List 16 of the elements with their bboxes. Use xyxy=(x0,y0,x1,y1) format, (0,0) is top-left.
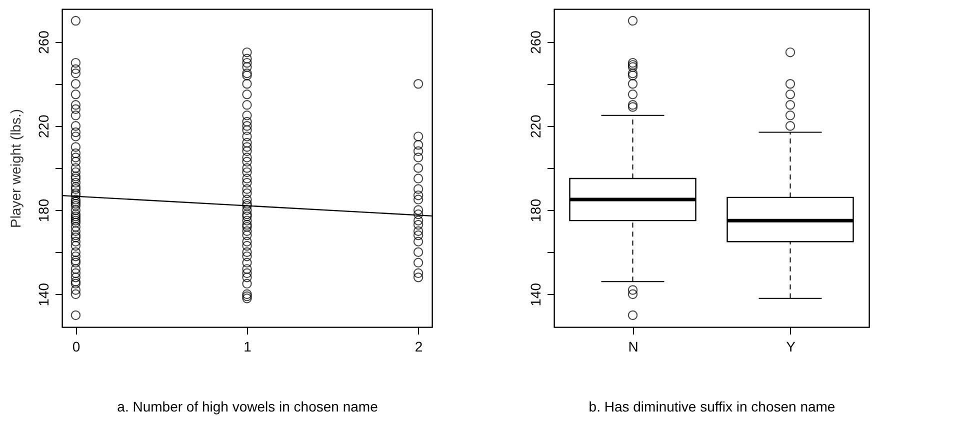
y-tick-label: 260 xyxy=(36,30,52,54)
y-tick-label: 140 xyxy=(528,282,544,306)
x-tick-label: Y xyxy=(786,338,796,354)
x-axis-title: a. Number of high vowels in chosen name xyxy=(117,398,378,414)
y-tick-label: 140 xyxy=(36,282,52,306)
x-axis-title: b. Has diminutive suffix in chosen name xyxy=(588,398,836,414)
y-tick-label: 180 xyxy=(528,198,544,222)
x-tick-label: N xyxy=(628,338,638,354)
y-axis-title: Player weight (lbs.) xyxy=(8,108,24,228)
x-tick-label: 0 xyxy=(72,338,80,354)
y-tick-label: 220 xyxy=(36,114,52,138)
x-tick-label: 1 xyxy=(244,338,252,354)
y-tick-label: 260 xyxy=(528,30,544,54)
y-tick-label: 220 xyxy=(528,114,544,138)
y-tick-label: 180 xyxy=(36,198,52,222)
x-tick-label: 2 xyxy=(414,338,423,354)
